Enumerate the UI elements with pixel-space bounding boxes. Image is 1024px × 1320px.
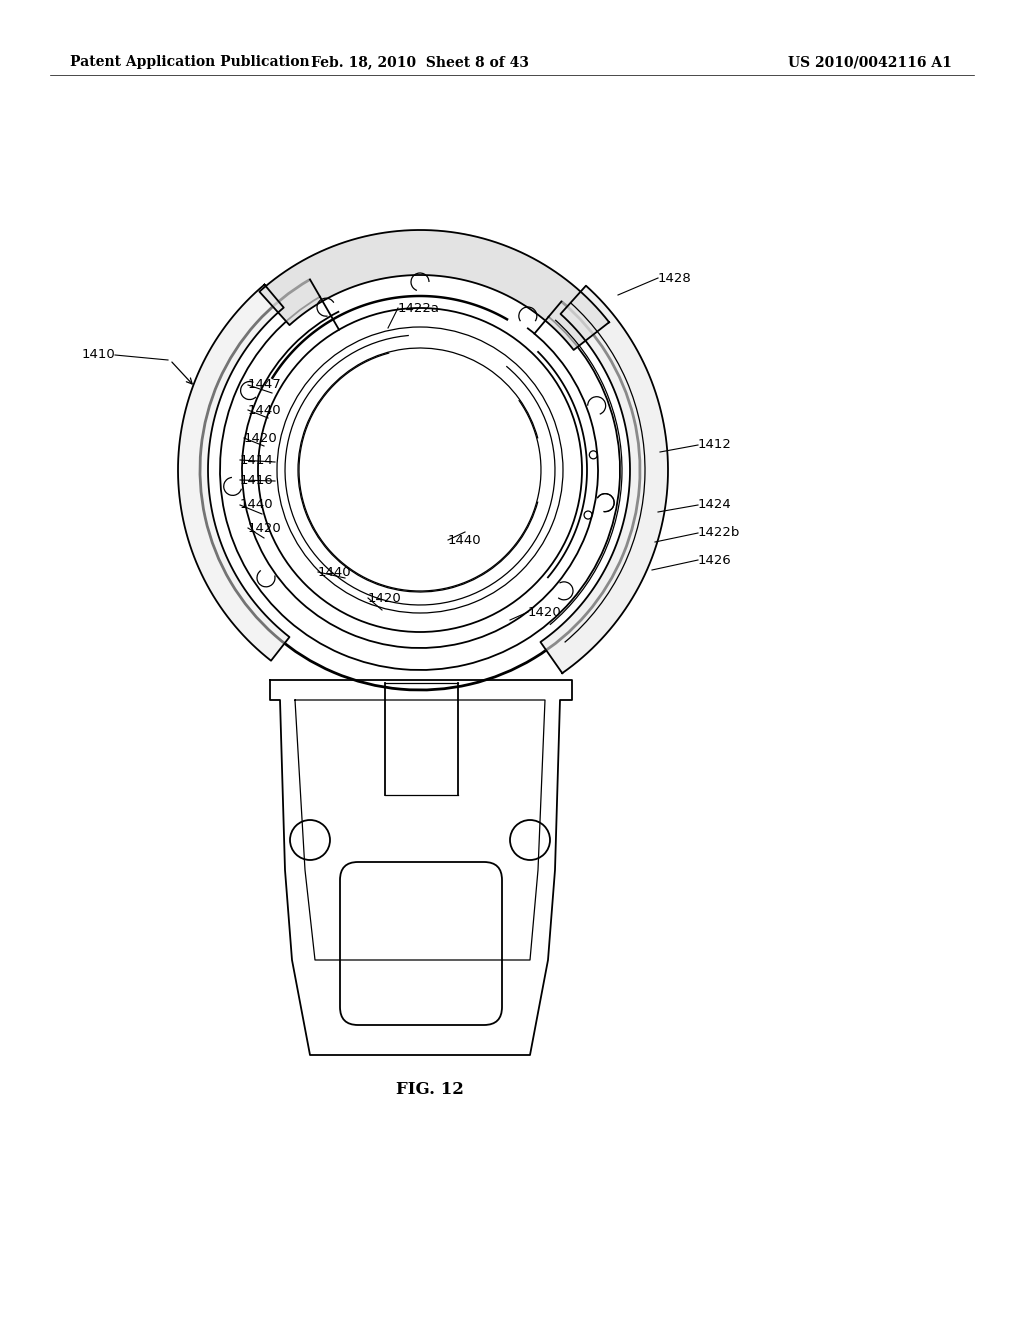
Text: US 2010/0042116 A1: US 2010/0042116 A1 (788, 55, 952, 69)
Text: 1447: 1447 (248, 379, 282, 392)
Text: 1420: 1420 (528, 606, 562, 619)
Text: 1426: 1426 (698, 553, 732, 566)
Text: 1420: 1420 (368, 591, 401, 605)
Text: Patent Application Publication: Patent Application Publication (70, 55, 309, 69)
Text: 1422b: 1422b (698, 527, 740, 540)
Text: 1422a: 1422a (398, 301, 440, 314)
Text: 1428: 1428 (658, 272, 692, 285)
Text: 1424: 1424 (698, 499, 732, 511)
Text: 1414: 1414 (240, 454, 273, 466)
Polygon shape (178, 285, 290, 661)
Text: 1440: 1440 (449, 533, 481, 546)
Text: Feb. 18, 2010  Sheet 8 of 43: Feb. 18, 2010 Sheet 8 of 43 (311, 55, 529, 69)
Text: 1440: 1440 (318, 565, 351, 578)
Text: 1420: 1420 (244, 432, 278, 445)
Text: 1410: 1410 (81, 348, 115, 362)
Text: 1416: 1416 (240, 474, 273, 487)
Text: 1420: 1420 (248, 521, 282, 535)
Text: 1412: 1412 (698, 438, 732, 451)
Text: 1440: 1440 (240, 499, 273, 511)
Text: FIG. 12: FIG. 12 (396, 1081, 464, 1098)
Polygon shape (270, 680, 572, 1055)
Polygon shape (259, 230, 609, 350)
Polygon shape (541, 285, 668, 673)
Text: 1440: 1440 (248, 404, 282, 417)
